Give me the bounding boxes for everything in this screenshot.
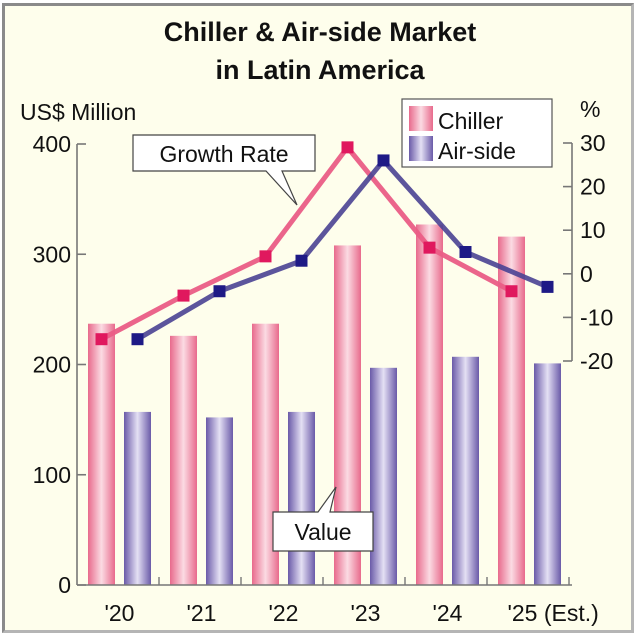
bar-chiller-1 — [170, 335, 197, 585]
value-callout-text: Value — [294, 519, 351, 545]
point-chiller-growth-1 — [177, 289, 190, 302]
bar-airside-2 — [288, 411, 315, 585]
point-airside-growth-5 — [541, 280, 554, 293]
y-right-tick-label: 10 — [580, 217, 606, 243]
legend-label-airside: Air-side — [438, 138, 516, 164]
bar-airside-1 — [206, 417, 233, 585]
chart-title-line2: in Latin America — [215, 55, 425, 85]
line-airside-growth — [136, 157, 549, 342]
point-chiller-growth-2 — [259, 250, 272, 263]
x-tick-label: '22 — [269, 600, 299, 626]
y-right-tick-label: 20 — [580, 174, 606, 200]
legend: Chiller Air-side — [401, 98, 553, 168]
point-chiller-growth-4 — [423, 241, 436, 254]
growth-rate-callout-box — [132, 134, 316, 206]
bar-airside-0 — [124, 411, 151, 585]
point-airside-growth-3 — [377, 154, 390, 167]
right-ticks: -20 -10 0 10 20 30 — [563, 130, 613, 374]
point-chiller-growth-5 — [505, 285, 518, 298]
point-chiller-growth-0 — [95, 333, 108, 346]
bar-chiller-4 — [416, 224, 443, 586]
y-right-tick-label: -20 — [580, 348, 613, 374]
growth-rate-callout: Growth Rate — [132, 134, 316, 206]
value-callout-box — [272, 486, 374, 552]
x-tick-label: '21 — [187, 600, 217, 626]
x-tick-label: '24 — [433, 600, 463, 626]
point-airside-growth-2 — [295, 254, 308, 267]
x-ticks: '20 '21 '22 '23 '24 '25 (Est.) — [105, 600, 599, 626]
lines-group — [95, 141, 554, 346]
y-left-tick-label: 200 — [33, 352, 71, 378]
y-left-tick-label: 400 — [33, 131, 71, 157]
left-ticks: 0 100 200 300 400 — [33, 131, 86, 598]
x-tick-label: '20 — [105, 600, 135, 626]
line-chiller-growth — [100, 144, 513, 342]
y-left-tick-label: 300 — [33, 241, 71, 267]
y-left-tick-label: 100 — [33, 462, 71, 488]
bar-chiller-0 — [88, 323, 115, 585]
bar-airside-5 — [534, 363, 561, 585]
y-right-tick-label: 0 — [580, 261, 593, 287]
y-right-tick-label: -10 — [580, 304, 613, 330]
point-airside-growth-4 — [459, 246, 472, 258]
legend-label-chiller: Chiller — [438, 108, 504, 134]
x-tick-label: '25 (Est.) — [508, 600, 599, 626]
point-airside-growth-1 — [213, 285, 226, 298]
legend-swatch-chiller — [409, 106, 433, 131]
growth-rate-callout-text: Growth Rate — [159, 141, 288, 167]
y-axis-right-label: % — [580, 96, 600, 122]
x-tick-label: '23 — [351, 600, 381, 626]
bars-group — [88, 224, 561, 586]
point-chiller-growth-3 — [341, 141, 354, 154]
y-right-tick-label: 30 — [580, 130, 606, 156]
value-callout: Value — [272, 486, 374, 552]
bar-airside-3 — [370, 367, 397, 585]
bar-airside-4 — [452, 356, 479, 585]
chart-title-line1: Chiller & Air-side Market — [164, 17, 477, 47]
y-axis-left-label: US$ Million — [20, 99, 136, 125]
y-left-tick-label: 0 — [58, 572, 71, 598]
point-airside-growth-0 — [131, 333, 144, 346]
legend-swatch-airside — [409, 136, 433, 161]
